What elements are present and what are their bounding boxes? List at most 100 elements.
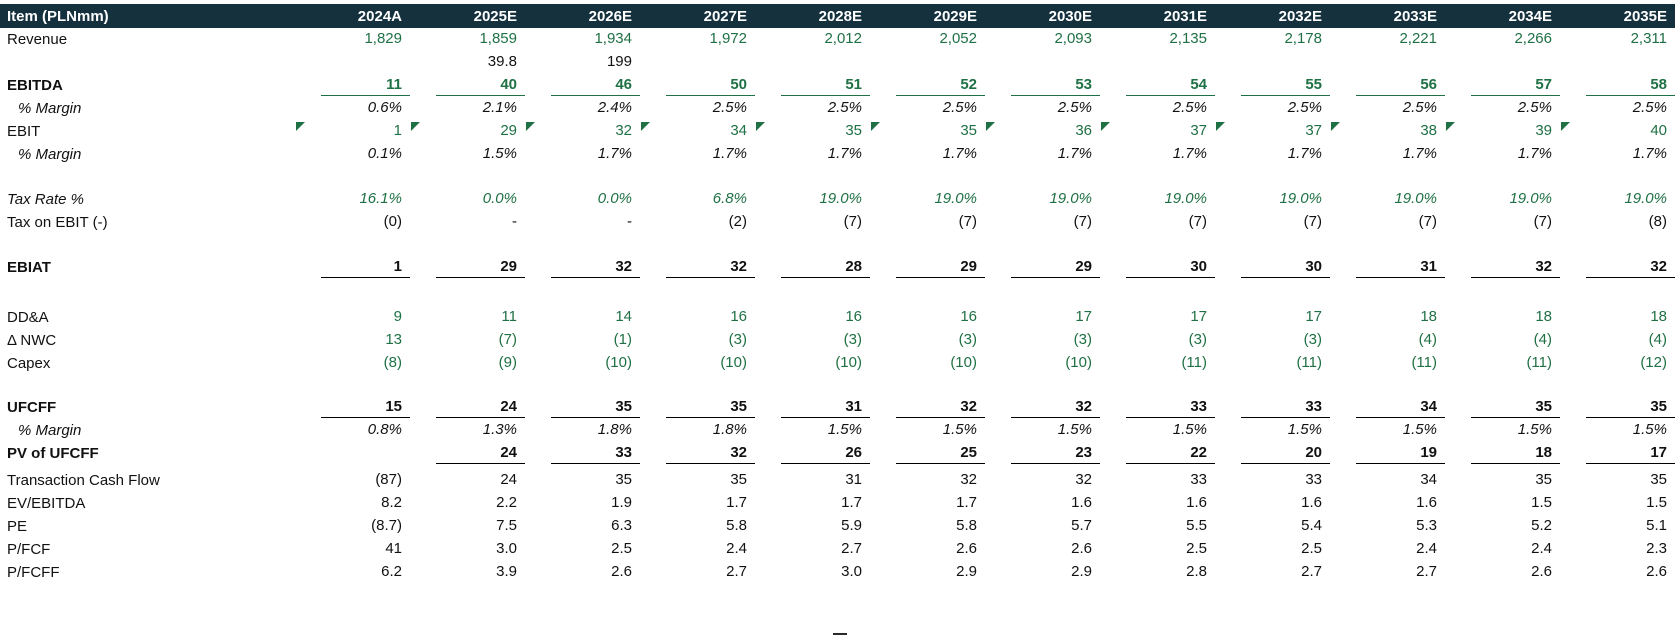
cell-ebit-margin-2028E[interactable]: 1.7% <box>755 143 870 166</box>
header-year-2034E[interactable]: 2034E <box>1445 4 1560 28</box>
cell-revenue-2032E[interactable]: 2,178 <box>1215 28 1330 51</box>
cell-p-fcf-2026E[interactable]: 2.5 <box>525 538 640 561</box>
cell-pe-2026E[interactable]: 6.3 <box>525 515 640 538</box>
cell-ufcff-2034E[interactable]: 35 <box>1445 396 1560 419</box>
cell-tax-on-ebit-2029E[interactable]: (7) <box>870 211 985 234</box>
row-label-ebitda-margin[interactable]: % Margin <box>18 100 82 117</box>
cell-ebit-2034E[interactable]: 39 <box>1445 120 1560 143</box>
cell-revenue-2030E[interactable]: 2,093 <box>985 28 1100 51</box>
cell-p-fcf-2030E[interactable]: 2.6 <box>985 538 1100 561</box>
cell-ebitda-2025E[interactable]: 40 <box>410 74 525 97</box>
cell-capex-2030E[interactable]: (10) <box>985 352 1100 375</box>
cell-ebitda-margin-2024A[interactable]: 0.6% <box>295 97 410 120</box>
cell-ebitda-margin-2027E[interactable]: 2.5% <box>640 97 755 120</box>
cell-tax-rate-2032E[interactable]: 19.0% <box>1215 188 1330 211</box>
cell-ebit-2033E[interactable]: 38 <box>1330 120 1445 143</box>
cell-revenue-2031E[interactable]: 2,135 <box>1100 28 1215 51</box>
cell-ebiat-2032E[interactable]: 30 <box>1215 256 1330 279</box>
cell-ebit-margin-2027E[interactable]: 1.7% <box>640 143 755 166</box>
cell-revenue-aux-2033E[interactable] <box>1330 51 1445 74</box>
header-year-2026E[interactable]: 2026E <box>525 4 640 28</box>
cell-pv-ufcff-2032E[interactable]: 20 <box>1215 442 1330 465</box>
cell-dda-2032E[interactable]: 17 <box>1215 306 1330 329</box>
cell-pv-ufcff-2027E[interactable]: 32 <box>640 442 755 465</box>
cell-ebiat-2031E[interactable]: 30 <box>1100 256 1215 279</box>
cell-delta-nwc-2029E[interactable]: (3) <box>870 329 985 352</box>
cell-ufcff-margin-2028E[interactable]: 1.5% <box>755 419 870 442</box>
cell-tax-on-ebit-2031E[interactable]: (7) <box>1100 211 1215 234</box>
cell-ebit-2031E[interactable]: 37 <box>1100 120 1215 143</box>
cell-pe-2024A[interactable]: (8.7) <box>295 515 410 538</box>
cell-capex-2026E[interactable]: (10) <box>525 352 640 375</box>
cell-ebit-margin-2034E[interactable]: 1.7% <box>1445 143 1560 166</box>
cell-revenue-aux-2032E[interactable] <box>1215 51 1330 74</box>
cell-pv-ufcff-2025E[interactable]: 24 <box>410 442 525 465</box>
row-label-ebiat[interactable]: EBIAT <box>7 259 51 276</box>
cell-tax-on-ebit-2035E[interactable]: (8) <box>1560 211 1675 234</box>
row-label-pv-ufcff[interactable]: PV of UFCFF <box>7 445 99 462</box>
cell-delta-nwc-2033E[interactable]: (4) <box>1330 329 1445 352</box>
cell-dda-2030E[interactable]: 17 <box>985 306 1100 329</box>
cell-ebiat-2024A[interactable]: 1 <box>295 256 410 279</box>
header-year-2035E[interactable]: 2035E <box>1560 4 1675 28</box>
cell-ufcff-margin-2027E[interactable]: 1.8% <box>640 419 755 442</box>
cell-pe-2033E[interactable]: 5.3 <box>1330 515 1445 538</box>
cell-ebit-2025E[interactable]: 29 <box>410 120 525 143</box>
cell-ebit-2032E[interactable]: 37 <box>1215 120 1330 143</box>
cell-p-fcf-2024A[interactable]: 41 <box>295 538 410 561</box>
cell-ebitda-2024A[interactable]: 11 <box>295 74 410 97</box>
cell-ufcff-margin-2032E[interactable]: 1.5% <box>1215 419 1330 442</box>
cell-tax-rate-2035E[interactable]: 19.0% <box>1560 188 1675 211</box>
cell-tax-on-ebit-2026E[interactable]: - <box>525 211 640 234</box>
cell-ufcff-2027E[interactable]: 35 <box>640 396 755 419</box>
cell-transaction-cash-flow-2025E[interactable]: 24 <box>410 469 525 492</box>
cell-ebiat-2030E[interactable]: 29 <box>985 256 1100 279</box>
cell-tax-rate-2025E[interactable]: 0.0% <box>410 188 525 211</box>
cell-ebitda-2035E[interactable]: 58 <box>1560 74 1675 97</box>
row-label-p-fcff[interactable]: P/FCFF <box>7 564 60 581</box>
header-year-2033E[interactable]: 2033E <box>1330 4 1445 28</box>
cell-pv-ufcff-2031E[interactable]: 22 <box>1100 442 1215 465</box>
cell-ebitda-2027E[interactable]: 50 <box>640 74 755 97</box>
cell-ufcff-margin-2033E[interactable]: 1.5% <box>1330 419 1445 442</box>
cell-revenue-aux-2026E[interactable]: 199 <box>525 51 640 74</box>
cell-revenue-2034E[interactable]: 2,266 <box>1445 28 1560 51</box>
cell-ev-ebitda-2035E[interactable]: 1.5 <box>1560 492 1675 515</box>
cell-delta-nwc-2028E[interactable]: (3) <box>755 329 870 352</box>
cell-tax-on-ebit-2028E[interactable]: (7) <box>755 211 870 234</box>
cell-dda-2027E[interactable]: 16 <box>640 306 755 329</box>
cell-delta-nwc-2035E[interactable]: (4) <box>1560 329 1675 352</box>
cell-capex-2024A[interactable]: (8) <box>295 352 410 375</box>
cell-ufcff-margin-2035E[interactable]: 1.5% <box>1560 419 1675 442</box>
cell-revenue-aux-2035E[interactable] <box>1560 51 1675 74</box>
cell-tax-on-ebit-2024A[interactable]: (0) <box>295 211 410 234</box>
header-item-label[interactable]: Item (PLNmm) <box>0 4 295 28</box>
row-label-tax-rate[interactable]: Tax Rate % <box>7 191 84 208</box>
cell-ebit-2030E[interactable]: 36 <box>985 120 1100 143</box>
row-label-ebit[interactable]: EBIT <box>7 123 41 140</box>
cell-pv-ufcff-2035E[interactable]: 17 <box>1560 442 1675 465</box>
cell-p-fcff-2029E[interactable]: 2.9 <box>870 561 985 584</box>
cell-pe-2029E[interactable]: 5.8 <box>870 515 985 538</box>
cell-p-fcf-2029E[interactable]: 2.6 <box>870 538 985 561</box>
cell-ebit-2028E[interactable]: 35 <box>755 120 870 143</box>
cell-dda-2033E[interactable]: 18 <box>1330 306 1445 329</box>
cell-ebitda-2028E[interactable]: 51 <box>755 74 870 97</box>
cell-ufcff-margin-2024A[interactable]: 0.8% <box>295 419 410 442</box>
cell-dda-2029E[interactable]: 16 <box>870 306 985 329</box>
row-label-ufcff[interactable]: UFCFF <box>7 399 57 416</box>
cell-ev-ebitda-2028E[interactable]: 1.7 <box>755 492 870 515</box>
cell-transaction-cash-flow-2024A[interactable]: (87) <box>295 469 410 492</box>
cell-tax-rate-2026E[interactable]: 0.0% <box>525 188 640 211</box>
cell-tax-on-ebit-2034E[interactable]: (7) <box>1445 211 1560 234</box>
cell-ufcff-2024A[interactable]: 15 <box>295 396 410 419</box>
row-label-ebitda[interactable]: EBITDA <box>7 77 63 94</box>
cell-p-fcf-2028E[interactable]: 2.7 <box>755 538 870 561</box>
cell-revenue-aux-2034E[interactable] <box>1445 51 1560 74</box>
cell-transaction-cash-flow-2026E[interactable]: 35 <box>525 469 640 492</box>
cell-dda-2024A[interactable]: 9 <box>295 306 410 329</box>
cell-transaction-cash-flow-2034E[interactable]: 35 <box>1445 469 1560 492</box>
cell-ev-ebitda-2034E[interactable]: 1.5 <box>1445 492 1560 515</box>
cell-pv-ufcff-2026E[interactable]: 33 <box>525 442 640 465</box>
row-label-capex[interactable]: Capex <box>7 355 51 372</box>
